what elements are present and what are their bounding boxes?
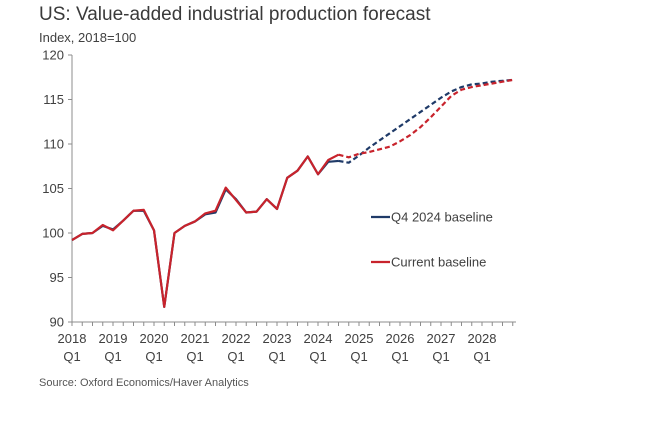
x-tick-label-year: 2028 xyxy=(468,331,497,346)
x-tick-label-quarter: Q1 xyxy=(473,349,490,364)
x-tick-label-year: 2026 xyxy=(386,331,415,346)
legend-label-1: Current baseline xyxy=(391,255,486,270)
x-tick-label-year: 2018 xyxy=(58,331,87,346)
series-line-forecast-0 xyxy=(338,78,513,164)
y-tick-label: 110 xyxy=(43,137,64,152)
x-tick-label-year: 2023 xyxy=(263,331,292,346)
y-tick-label: 95 xyxy=(50,270,64,285)
series-line-forecast-1 xyxy=(338,78,513,159)
x-tick-label-year: 2021 xyxy=(181,331,210,346)
x-tick-label-quarter: Q1 xyxy=(391,349,408,364)
y-tick-label: 115 xyxy=(43,92,64,107)
x-tick-label-quarter: Q1 xyxy=(104,349,121,364)
y-tick-label: 105 xyxy=(42,181,64,196)
x-tick-label-year: 2025 xyxy=(345,331,374,346)
x-tick-label-year: 2019 xyxy=(99,331,128,346)
x-tick-label-quarter: Q1 xyxy=(432,349,449,364)
chart-subtitle: Index, 2018=100 xyxy=(39,30,137,45)
series-line-history-1 xyxy=(71,153,340,308)
legend-label-0: Q4 2024 baseline xyxy=(391,210,493,225)
series-line-history-0 xyxy=(71,155,339,308)
x-tick-label-year: 2027 xyxy=(427,331,456,346)
x-tick-label-year: 2020 xyxy=(140,331,169,346)
y-tick-label: 90 xyxy=(50,315,64,330)
x-tick-label-year: 2022 xyxy=(222,331,251,346)
x-tick-label-year: 2024 xyxy=(304,331,333,346)
x-tick-label-quarter: Q1 xyxy=(227,349,244,364)
chart-title: US: Value-added industrial production fo… xyxy=(39,4,431,25)
x-tick-label-quarter: Q1 xyxy=(186,349,203,364)
y-tick-label: 120 xyxy=(42,48,64,63)
x-tick-label-quarter: Q1 xyxy=(309,349,326,364)
x-tick-label-quarter: Q1 xyxy=(268,349,285,364)
y-tick-label: 100 xyxy=(42,226,64,241)
chart-source: Source: Oxford Economics/Haver Analytics xyxy=(39,377,249,389)
x-tick-label-quarter: Q1 xyxy=(350,349,367,364)
axes: 90 95 100 105 110 115 120 2018 Q1 2019 Q1 2020 Q1 202… xyxy=(42,48,516,364)
x-tick-label-quarter: Q1 xyxy=(63,349,80,364)
x-tick-label-quarter: Q1 xyxy=(145,349,162,364)
legend: Q4 2024 baseline Current baseline xyxy=(371,210,493,270)
series-layer xyxy=(71,78,513,308)
